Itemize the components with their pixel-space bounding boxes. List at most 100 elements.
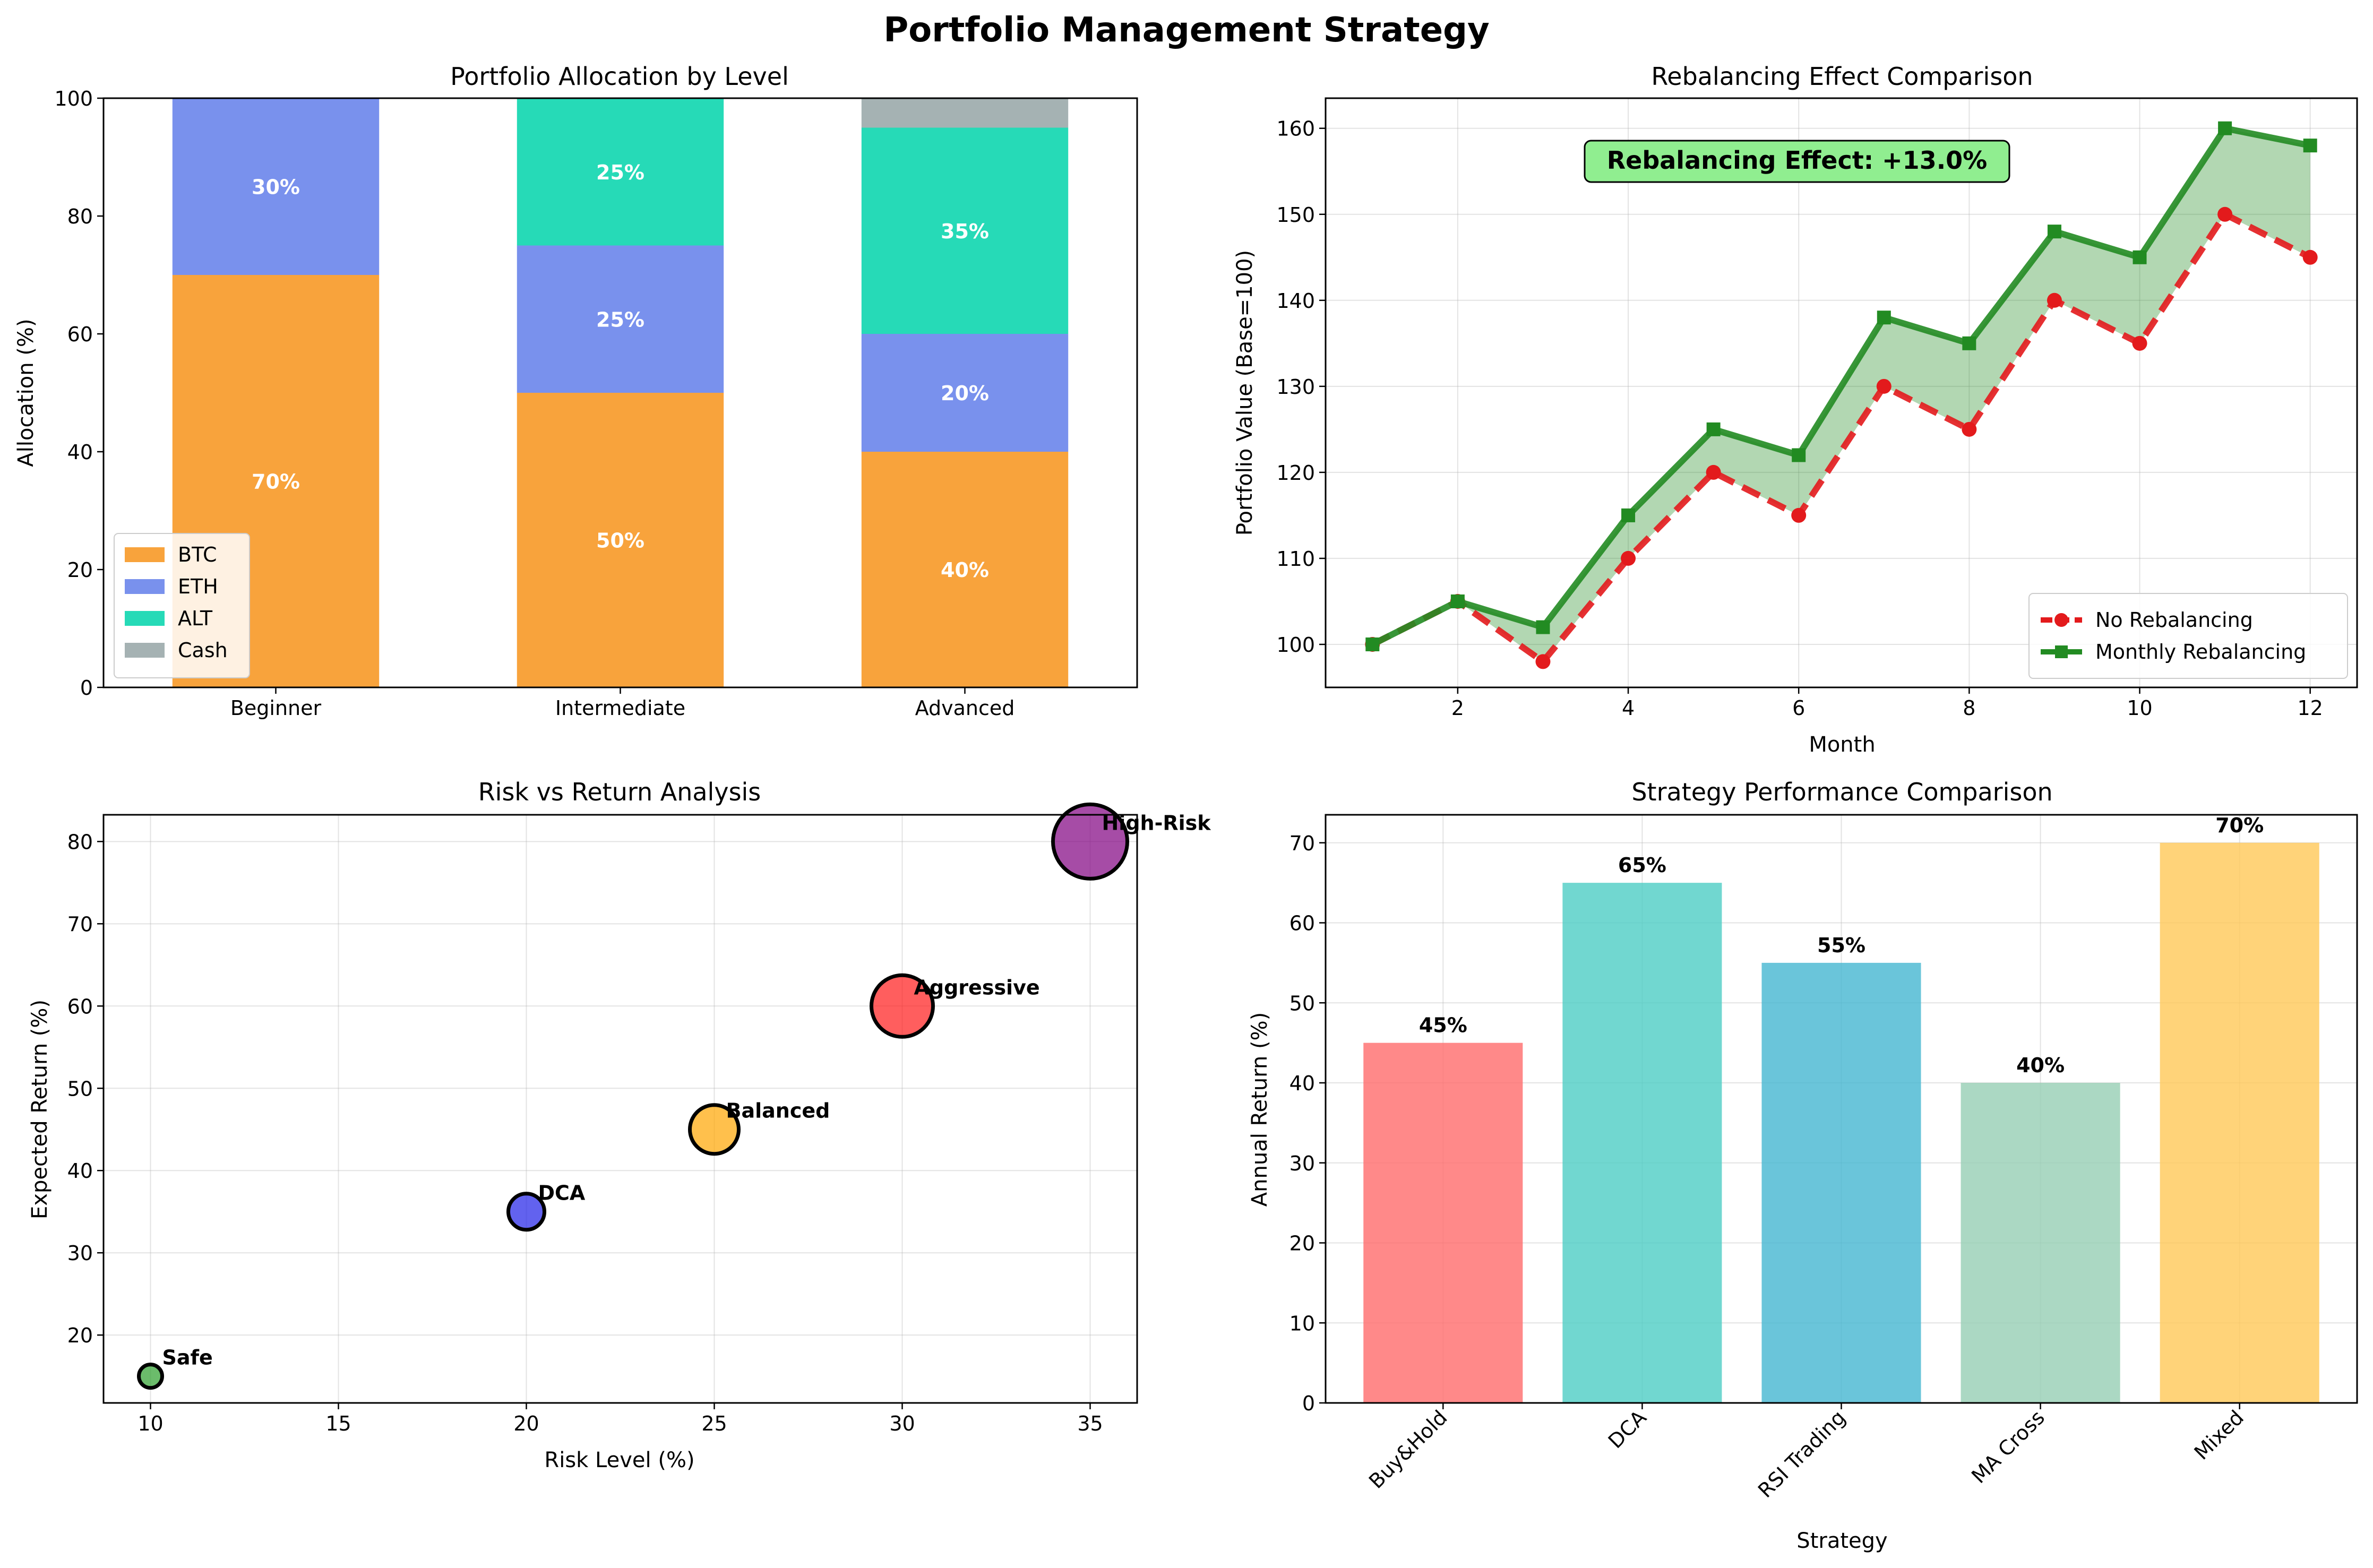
rebalancing-legend-label: No Rebalancing	[2095, 608, 2253, 632]
rebalancing-marker	[1791, 507, 1807, 523]
allocation-y-tick-label: 60	[67, 323, 93, 346]
rebalancing-marker	[1450, 594, 1465, 608]
strategy-y-axis-label: Annual Return (%)	[1248, 1012, 1272, 1207]
allocation-data-label: 40%	[941, 558, 989, 582]
allocation-legend-label: Cash	[178, 639, 228, 662]
rebalancing-fill-between	[1372, 128, 2310, 662]
risk-return-x-tick-label: 15	[325, 1412, 351, 1435]
risk-return-x-tick-label: 35	[1077, 1412, 1103, 1435]
strategy-x-tick-label: DCA	[1604, 1406, 1651, 1453]
strategy-x-tick-label: RSI Trading	[1753, 1406, 1850, 1502]
risk-return-point-label: Balanced	[726, 1099, 830, 1123]
strategy-bar	[2160, 842, 2319, 1403]
rebalancing-y-tick-label: 160	[1276, 117, 1315, 141]
strategy-data-label: 40%	[2016, 1054, 2065, 1077]
strategy-bar	[1363, 1043, 1523, 1403]
allocation-data-label: 25%	[596, 308, 644, 331]
rebalancing-marker	[1877, 311, 1891, 325]
rebalancing-x-tick-label: 2	[1451, 696, 1464, 720]
rebalancing-y-tick-label: 150	[1276, 203, 1315, 227]
rebalancing-line-monthly	[1371, 125, 2311, 648]
rebalancing-marker	[2132, 335, 2147, 351]
risk-return-y-tick-label: 20	[67, 1324, 93, 1347]
strategy-y-tick-label: 70	[1289, 832, 1315, 855]
rebalancing-y-tick-label: 140	[1276, 289, 1315, 313]
strategy-y-tick-label: 60	[1289, 912, 1315, 935]
rebalancing-marker	[2303, 139, 2317, 153]
allocation-bar-alt	[861, 127, 1069, 334]
rebalancing-legend	[2028, 593, 2348, 679]
risk-return-x-axis-label: Risk Level (%)	[544, 1448, 694, 1472]
strategy-y-tick-label: 20	[1289, 1232, 1315, 1255]
risk-return-y-axis-label: Expected Return (%)	[28, 1000, 52, 1219]
risk-return-x-tick-label: 20	[513, 1412, 539, 1435]
allocation-x-tick-label: Advanced	[915, 696, 1015, 720]
rebalancing-axes-frame	[1325, 97, 2358, 688]
rebalancing-marker	[1621, 508, 1636, 522]
allocation-legend-swatch	[125, 611, 165, 626]
risk-return-x-tick-label: 10	[137, 1412, 163, 1435]
strategy-bar	[1562, 883, 1722, 1403]
allocation-legend-label: ETH	[178, 575, 218, 598]
rebalancing-line-none	[1371, 211, 2312, 665]
rebalancing-marker	[1536, 620, 1550, 634]
rebalancing-chart: Rebalancing Effect Comparison Month Port…	[1233, 62, 2358, 757]
allocation-legend-swatch	[125, 643, 165, 658]
risk-return-point	[506, 1192, 546, 1232]
risk-return-y-tick-label: 40	[67, 1159, 93, 1183]
allocation-chart-title: Portfolio Allocation by Level	[450, 62, 789, 91]
strategy-chart-title: Strategy Performance Comparison	[1631, 778, 2052, 806]
rebalancing-y-tick-label: 100	[1276, 633, 1315, 657]
rebalancing-y-tick-label: 120	[1276, 461, 1315, 485]
allocation-bar-eth	[517, 245, 724, 393]
allocation-legend-swatch	[125, 547, 165, 562]
rebalancing-marker	[1962, 336, 1976, 350]
risk-return-point-label: Safe	[162, 1346, 213, 1369]
allocation-bar-eth	[172, 98, 380, 275]
rebalancing-x-tick-label: 6	[1792, 696, 1805, 720]
risk-return-y-tick-label: 50	[67, 1077, 93, 1100]
rebalancing-x-axis-label: Month	[1809, 733, 1875, 757]
allocation-bar-alt	[517, 98, 724, 246]
allocation-data-label: 30%	[252, 176, 300, 199]
strategy-bar	[1961, 1083, 2120, 1403]
strategy-y-tick-label: 10	[1289, 1312, 1315, 1335]
allocation-data-label: 70%	[252, 470, 300, 494]
rebalancing-y-tick-label: 130	[1276, 375, 1315, 399]
strategy-x-tick-label: Mixed	[2190, 1406, 2248, 1464]
rebalancing-legend-label: Monthly Rebalancing	[2095, 640, 2306, 664]
rebalancing-y-axis-label: Portfolio Value (Base=100)	[1233, 250, 1257, 536]
rebalancing-legend-marker	[2055, 645, 2068, 658]
rebalancing-x-tick-label: 4	[1622, 696, 1635, 720]
strategy-data-label: 45%	[1419, 1014, 1467, 1037]
risk-return-point	[1051, 802, 1129, 881]
risk-return-x-tick-label: 30	[889, 1412, 915, 1435]
rebalancing-x-tick-label: 12	[2298, 696, 2323, 720]
allocation-y-tick-label: 100	[54, 87, 93, 110]
allocation-data-label: 25%	[596, 161, 644, 184]
risk-return-y-tick-label: 60	[67, 995, 93, 1018]
rebalancing-chart-title: Rebalancing Effect Comparison	[1651, 62, 2033, 91]
strategy-y-tick-label: 0	[1302, 1392, 1315, 1415]
figure-title: Portfolio Management Strategy	[883, 11, 1489, 50]
risk-return-point	[870, 973, 935, 1039]
rebalancing-marker	[1621, 550, 1636, 566]
rebalancing-marker	[1706, 464, 1721, 480]
rebalancing-annotation-box	[1584, 140, 2010, 183]
allocation-y-axis-label: Allocation (%)	[14, 318, 38, 467]
allocation-y-tick-label: 0	[80, 676, 93, 700]
allocation-bar-cash	[861, 98, 1069, 128]
allocation-x-tick-label: Beginner	[230, 696, 322, 720]
strategy-x-tick-label: Buy&Hold	[1364, 1406, 1452, 1493]
rebalancing-marker	[2217, 206, 2233, 222]
strategy-x-axis-label: Strategy	[1796, 1529, 1887, 1553]
strategy-x-tick-label: MA Cross	[1967, 1406, 2049, 1488]
rebalancing-marker	[2218, 121, 2232, 135]
risk-return-y-tick-label: 70	[67, 912, 93, 936]
strategy-chart: Strategy Performance Comparison Strategy…	[1248, 778, 2358, 1553]
risk-return-x-tick-label: 25	[701, 1412, 727, 1435]
strategy-axes-frame	[1325, 814, 2358, 1404]
allocation-bar-btc	[517, 393, 724, 687]
rebalancing-marker	[1962, 421, 1977, 437]
rebalancing-marker	[1792, 448, 1806, 462]
